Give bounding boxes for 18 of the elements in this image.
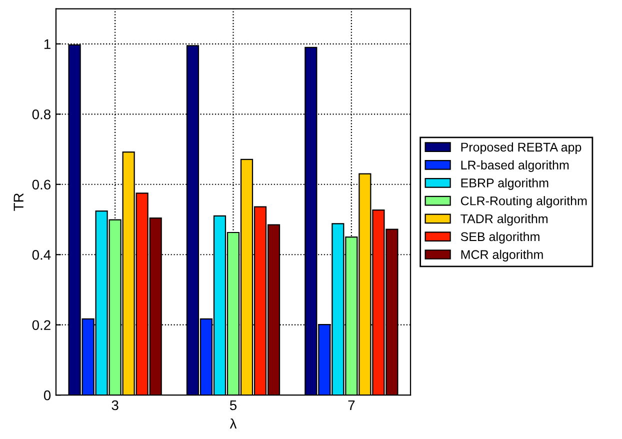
legend-label: Proposed REBTA app (461, 142, 582, 154)
y-tick-label: 0.8 (32, 109, 51, 120)
y-tick-label: 0 (44, 390, 51, 400)
y-axis-title: TR (14, 193, 24, 211)
legend-label: EBRP algorithm (461, 178, 548, 190)
y-tick-label: 0.4 (32, 250, 51, 260)
x-tick-label: 3 (112, 400, 118, 410)
x-axis-title: λ (230, 418, 237, 429)
legend-label: CLR-Routing algorithm (460, 196, 587, 208)
legend-label: MCR algorithm (461, 250, 543, 262)
x-tick-label: 7 (348, 400, 355, 410)
legend-label: SEB algorithm (460, 232, 540, 244)
legend-label: TADR algorithm (460, 214, 548, 226)
y-tick-label: 0.2 (32, 320, 50, 330)
y-tick-label: 1 (44, 39, 50, 49)
legend-label: LR-based algorithm (461, 160, 569, 172)
x-tick-label: 5 (230, 400, 237, 410)
y-tick-label: 0.6 (32, 180, 51, 190)
